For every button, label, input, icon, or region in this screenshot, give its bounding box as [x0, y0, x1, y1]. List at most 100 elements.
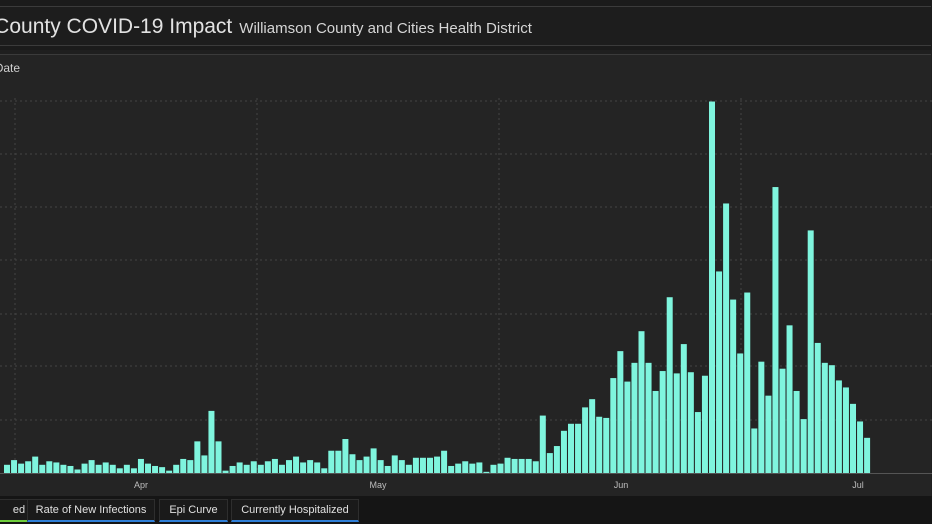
- bar[interactable]: [25, 461, 32, 473]
- bar[interactable]: [159, 467, 166, 473]
- bar[interactable]: [709, 101, 715, 473]
- bar[interactable]: [271, 458, 278, 473]
- bar[interactable]: [67, 465, 74, 473]
- bar[interactable]: [701, 375, 708, 473]
- bar[interactable]: [772, 187, 779, 473]
- bar[interactable]: [546, 453, 553, 473]
- bar[interactable]: [321, 468, 328, 473]
- bar[interactable]: [652, 390, 659, 473]
- bar[interactable]: [814, 342, 821, 473]
- bar[interactable]: [751, 428, 758, 473]
- bar[interactable]: [497, 463, 504, 474]
- bar[interactable]: [786, 325, 793, 473]
- bar[interactable]: [370, 448, 377, 473]
- bar[interactable]: [716, 271, 723, 473]
- bar[interactable]: [568, 423, 574, 473]
- bar[interactable]: [60, 464, 67, 473]
- bar[interactable]: [314, 462, 321, 473]
- bar[interactable]: [116, 468, 123, 473]
- bar[interactable]: [631, 362, 638, 473]
- bar[interactable]: [469, 463, 476, 474]
- bar[interactable]: [293, 456, 300, 473]
- bar[interactable]: [46, 461, 53, 473]
- bar[interactable]: [109, 464, 116, 473]
- tab-rate-of-new-infections[interactable]: Rate of New Infections: [27, 499, 155, 522]
- bar[interactable]: [511, 458, 518, 473]
- bar[interactable]: [215, 441, 222, 473]
- bar[interactable]: [483, 471, 490, 473]
- bar[interactable]: [744, 292, 751, 473]
- bar[interactable]: [335, 450, 342, 473]
- bar[interactable]: [434, 456, 441, 473]
- bar[interactable]: [504, 457, 511, 473]
- bar[interactable]: [39, 464, 46, 473]
- bar[interactable]: [123, 464, 130, 473]
- bar[interactable]: [384, 465, 391, 473]
- bar[interactable]: [617, 351, 624, 474]
- bar[interactable]: [88, 460, 95, 473]
- bar[interactable]: [857, 421, 864, 473]
- bar[interactable]: [800, 419, 807, 473]
- bar[interactable]: [589, 399, 596, 473]
- bar[interactable]: [187, 460, 194, 473]
- bar[interactable]: [730, 299, 737, 473]
- bar[interactable]: [680, 344, 687, 473]
- bar[interactable]: [864, 437, 871, 473]
- bar[interactable]: [208, 410, 215, 473]
- bar[interactable]: [32, 456, 39, 473]
- bar[interactable]: [462, 461, 469, 473]
- bar[interactable]: [441, 450, 448, 473]
- bar[interactable]: [4, 464, 10, 473]
- bar[interactable]: [659, 371, 666, 473]
- bar[interactable]: [666, 297, 673, 473]
- bar[interactable]: [525, 458, 532, 473]
- bar[interactable]: [300, 462, 307, 473]
- bar[interactable]: [74, 469, 81, 473]
- bar[interactable]: [476, 462, 483, 473]
- bar[interactable]: [596, 416, 603, 473]
- tab-currently-hospitalized[interactable]: Currently Hospitalized: [231, 499, 359, 522]
- bar[interactable]: [560, 430, 567, 473]
- bar[interactable]: [201, 455, 208, 473]
- bar[interactable]: [582, 407, 589, 474]
- bar[interactable]: [398, 460, 405, 473]
- bar[interactable]: [765, 395, 772, 473]
- bar[interactable]: [603, 417, 610, 473]
- bar[interactable]: [81, 463, 88, 474]
- bar[interactable]: [11, 460, 18, 473]
- bar[interactable]: [821, 362, 828, 473]
- bar[interactable]: [53, 462, 60, 473]
- bar[interactable]: [18, 463, 25, 474]
- bar[interactable]: [173, 464, 180, 473]
- bar[interactable]: [250, 461, 257, 473]
- bar[interactable]: [391, 455, 398, 473]
- bar[interactable]: [455, 463, 462, 474]
- bar[interactable]: [638, 331, 645, 473]
- bar[interactable]: [723, 203, 730, 473]
- bar[interactable]: [342, 439, 349, 473]
- bar[interactable]: [673, 373, 680, 473]
- bar[interactable]: [532, 461, 539, 473]
- bar[interactable]: [758, 361, 765, 473]
- bar[interactable]: [145, 463, 151, 474]
- bar[interactable]: [490, 464, 497, 473]
- bar[interactable]: [419, 457, 426, 473]
- bar[interactable]: [610, 378, 617, 473]
- bar[interactable]: [448, 465, 455, 473]
- bar[interactable]: [412, 457, 419, 473]
- bar[interactable]: [130, 468, 137, 473]
- bar[interactable]: [229, 465, 236, 473]
- bar[interactable]: [286, 460, 292, 473]
- bar[interactable]: [553, 446, 560, 473]
- bar[interactable]: [264, 461, 271, 473]
- bar[interactable]: [645, 362, 652, 473]
- bar[interactable]: [405, 464, 412, 473]
- bar[interactable]: [102, 462, 109, 473]
- bar[interactable]: [166, 470, 173, 473]
- bar[interactable]: [363, 456, 370, 473]
- bar[interactable]: [194, 441, 201, 473]
- bar[interactable]: [737, 353, 744, 473]
- bar[interactable]: [222, 470, 229, 473]
- bar[interactable]: [152, 465, 159, 473]
- bar[interactable]: [278, 464, 285, 473]
